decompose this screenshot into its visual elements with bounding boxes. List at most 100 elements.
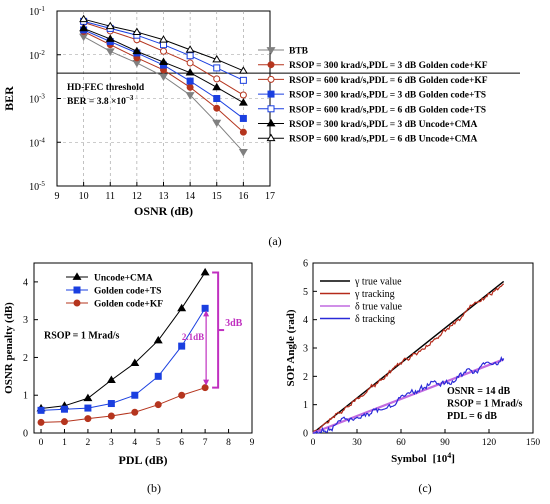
x-tick-label: 14 xyxy=(185,191,195,202)
data-point xyxy=(178,342,186,350)
data-point xyxy=(186,83,194,91)
data-point xyxy=(37,406,45,414)
tick-base: 10 xyxy=(29,95,39,106)
legend-label: Golden code+KF xyxy=(94,300,163,310)
y-tick-label: 2 xyxy=(23,353,28,364)
series-line xyxy=(41,387,206,423)
gap-arrow-head-top xyxy=(203,310,210,317)
x-tick-label: 9 xyxy=(250,438,255,448)
panel-c: 0 30 60 90 120 150 0 1 2 3 4 5 6 OSNR = 14 dB RSOP = … xyxy=(285,259,540,496)
data-point xyxy=(83,393,93,402)
gap-arrow-head-bottom xyxy=(203,379,210,386)
series-line xyxy=(40,272,206,409)
legend-label: δ true value xyxy=(355,302,402,313)
data-point xyxy=(159,57,168,65)
legend-marker xyxy=(266,47,276,55)
tick-base: 10 xyxy=(29,182,39,193)
x-tick-label: 7 xyxy=(203,438,208,448)
x-tick-label: 2 xyxy=(86,438,91,448)
data-point xyxy=(105,21,115,30)
annotation-text: OSNR = 14 dB xyxy=(447,386,511,397)
y-tick-label: 10-4 xyxy=(29,136,45,149)
data-point xyxy=(107,400,115,408)
panel-c-y-axis-label: SOP Angle (rad) xyxy=(285,309,297,386)
data-point xyxy=(130,358,140,367)
series-line xyxy=(41,308,206,411)
x-tick-label: 3 xyxy=(109,438,114,448)
legend-label: RSOP = 300 krad/s,PDL = 3 dB Golden code… xyxy=(289,91,486,101)
tick-exponent: -3 xyxy=(39,93,45,101)
y-tick-label: 1 xyxy=(23,391,28,402)
y-tick-label: 4 xyxy=(23,277,28,288)
gap-label: 2.1dB xyxy=(182,332,204,342)
legend-label: BTB xyxy=(289,47,309,57)
legend-marker xyxy=(72,272,82,280)
x-tick-label: 6 xyxy=(179,438,184,448)
tick-base: 10 xyxy=(29,7,39,18)
legend-label: RSOP = 600 krad/s,PDL = 6 dB Uncode+CMA xyxy=(289,135,477,145)
data-point xyxy=(238,98,248,106)
data-point xyxy=(60,405,68,413)
y-tick-label: 10-1 xyxy=(29,5,45,18)
x-tick-label: 150 xyxy=(526,438,541,448)
data-point xyxy=(213,104,221,112)
x-tick-label: 13 xyxy=(159,191,169,202)
panel-c-series xyxy=(312,280,505,435)
data-point xyxy=(79,33,89,42)
y-tick-label: 3 xyxy=(303,344,308,355)
data-point xyxy=(238,149,248,157)
panel-a-threshold-label-2: BER = 3.8 ×10−3 xyxy=(67,94,134,107)
x-tick-label: 1 xyxy=(62,438,67,448)
data-point xyxy=(132,46,142,55)
y-tick-label: 10-3 xyxy=(29,93,45,106)
y-tick-label: 5 xyxy=(303,287,308,298)
legend-label: Golden code+TS xyxy=(94,287,161,297)
x-tick-label: 120 xyxy=(482,438,497,448)
tick-base: 10 xyxy=(29,51,39,62)
data-point xyxy=(132,60,142,68)
data-point xyxy=(212,82,222,91)
data-point xyxy=(212,119,222,128)
data-point xyxy=(106,375,116,384)
legend-label: RSOP = 600 krad/s,PDL = 6 dB Golden code… xyxy=(289,76,488,86)
legend-marker xyxy=(267,61,275,69)
panel-b-y-axis-label: OSNR penalty (dB) xyxy=(3,302,15,394)
data-point xyxy=(239,114,247,122)
panel-b: 0 1 2 3 4 5 6 7 8 9 0 1 2 3 4 2.1dB 3dB RSOP = 1 Mrad/s… xyxy=(3,262,255,495)
data-point xyxy=(159,35,168,43)
data-point xyxy=(201,384,209,392)
threshold-exponent: −3 xyxy=(126,94,134,102)
data-point xyxy=(131,408,139,416)
panel-b-rsop-annotation: RSOP = 1 Mrad/s xyxy=(44,331,120,342)
data-point xyxy=(200,267,210,276)
x-tick-label: 30 xyxy=(352,438,362,448)
x-tick-label: 60 xyxy=(396,438,406,448)
y-tick-label: 2 xyxy=(303,372,308,383)
y-tick-label: 6 xyxy=(303,259,308,270)
panel-c-ticks: 0 30 60 90 120 150 0 1 2 3 4 5 6 xyxy=(303,259,540,449)
x-axis-unit-close: ] xyxy=(451,453,455,465)
legend-marker xyxy=(267,105,275,113)
panel-b-plot-frame xyxy=(33,262,253,434)
data-point xyxy=(185,92,195,100)
data-point xyxy=(213,75,221,83)
data-point xyxy=(239,76,247,84)
x-axis-unit: [10 xyxy=(433,453,448,465)
x-axis-unit-exponent: 4 xyxy=(447,451,451,460)
data-point xyxy=(105,34,115,42)
data-point xyxy=(201,304,209,312)
bracket-label: 3dB xyxy=(225,318,243,329)
data-point xyxy=(153,335,163,344)
x-tick-label: 10 xyxy=(79,191,89,202)
legend-label: γ tracking xyxy=(354,289,395,300)
data-point xyxy=(186,59,194,67)
data-point xyxy=(213,64,221,72)
x-tick-label: 9 xyxy=(55,191,60,202)
x-tick-label: 8 xyxy=(226,438,231,448)
legend-marker xyxy=(267,90,275,98)
panel-a-label: (a) xyxy=(268,234,281,248)
